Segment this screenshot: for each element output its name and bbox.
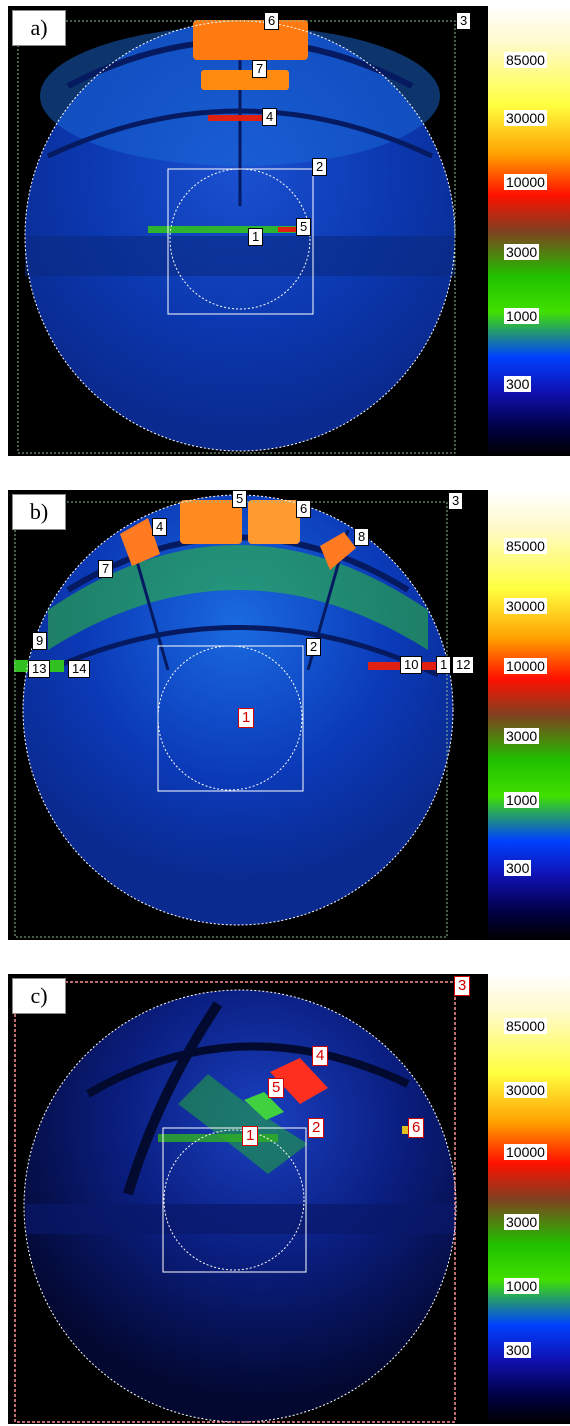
luminaire-4 <box>120 518 160 566</box>
marker-label: 9 <box>32 632 48 650</box>
marker-label: 7 <box>98 560 114 578</box>
marker-label: 14 <box>68 660 91 678</box>
marker-label: 6 <box>408 1118 425 1138</box>
luminance-scale: 85000 30000 10000 3000 1000 300 <box>488 490 570 940</box>
luminaire-6 <box>248 500 300 544</box>
marker-label: 6 <box>296 500 312 518</box>
marker-label: 4 <box>312 1046 329 1066</box>
marker-label: 1 <box>436 656 452 674</box>
scale-value: 300 <box>504 1342 532 1358</box>
marker-label: 4 <box>152 518 168 536</box>
luminaire-5 <box>244 1092 284 1120</box>
marker-label: 5 <box>296 218 312 236</box>
marker-label: 4 <box>262 108 278 126</box>
marker-label: 6 <box>264 12 280 30</box>
marker-label: 3 <box>448 492 464 510</box>
marker-label: 5 <box>268 1078 285 1098</box>
scale-value: 1000 <box>504 1278 540 1294</box>
region-box-3 <box>17 20 456 454</box>
scale-value: 10000 <box>504 174 547 190</box>
luminaire-6 <box>193 20 308 60</box>
marker-label: 1 <box>248 228 264 246</box>
scale-value: 3000 <box>504 1214 540 1230</box>
scale-value: 3000 <box>504 244 540 260</box>
panel-tag: c) <box>12 978 66 1014</box>
panel-c: c) 1 2 3 4 5 6 85000 30000 10000 3000 10… <box>8 974 570 1424</box>
luminaire-5 <box>180 500 242 544</box>
luminaire-7 <box>201 70 289 90</box>
marker-label: 12 <box>452 656 475 674</box>
region-box-3 <box>14 981 456 1423</box>
scale-value: 85000 <box>504 1018 547 1034</box>
scale-value: 300 <box>504 860 532 876</box>
panel-a: a) 1 2 3 4 5 6 7 85000 30000 10000 3000 … <box>8 6 570 456</box>
panel-tag: b) <box>12 494 66 530</box>
marker-label: 2 <box>312 158 328 176</box>
scale-value: 85000 <box>504 538 547 554</box>
luminaire-4 <box>208 115 263 121</box>
panel-b: b) 1 2 3 4 5 6 7 8 9 10 1 12 13 14 85000… <box>8 490 570 940</box>
marker-label: 7 <box>252 60 268 78</box>
scale-value: 1000 <box>504 308 540 324</box>
luminance-map-a <box>17 20 456 454</box>
marker-label: 3 <box>454 976 471 996</box>
scale-value: 30000 <box>504 1082 547 1098</box>
marker-label: 5 <box>232 490 248 508</box>
luminance-map-c <box>14 981 457 1423</box>
marker-label: 8 <box>354 528 370 546</box>
scale-value: 30000 <box>504 110 547 126</box>
marker-label: 2 <box>308 1118 325 1138</box>
luminance-scale: 85000 30000 10000 3000 1000 300 <box>488 6 570 456</box>
scale-value: 10000 <box>504 1144 547 1160</box>
scale-value: 30000 <box>504 598 547 614</box>
region-box-3 <box>14 501 448 938</box>
scale-value: 85000 <box>504 52 547 68</box>
region-box-2 <box>162 1127 307 1273</box>
marker-label: 13 <box>28 660 51 678</box>
luminance-scale: 85000 30000 10000 3000 1000 300 <box>488 974 570 1424</box>
marker-label: 3 <box>456 12 472 30</box>
marker-label: 1 <box>242 1126 259 1146</box>
marker-label: 1 <box>238 708 255 728</box>
scale-value: 1000 <box>504 792 540 808</box>
luminaire-8 <box>320 532 356 570</box>
scale-value: 10000 <box>504 658 547 674</box>
marker-label: 2 <box>306 638 322 656</box>
scale-value: 3000 <box>504 728 540 744</box>
luminaire-4 <box>270 1058 328 1104</box>
marker-label: 10 <box>400 656 423 674</box>
scale-value: 300 <box>504 376 532 392</box>
panel-tag: a) <box>12 10 66 46</box>
